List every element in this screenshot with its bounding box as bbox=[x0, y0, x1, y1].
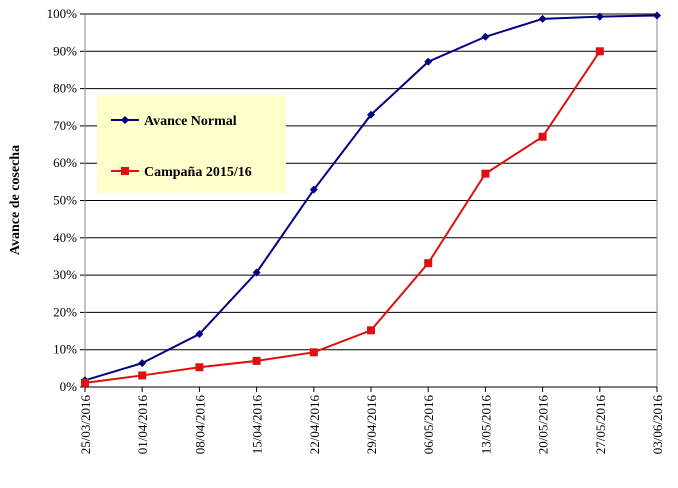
series-line bbox=[84, 50, 601, 384]
series-campana-2015-16 bbox=[81, 47, 604, 387]
y-axis-label: Avance de cosecha bbox=[8, 145, 23, 255]
y-tick-label: 70% bbox=[53, 118, 77, 133]
data-point-diamond bbox=[367, 110, 375, 119]
legend-marker-square bbox=[121, 167, 129, 175]
data-point-square bbox=[481, 169, 490, 178]
y-tick-label: 30% bbox=[53, 267, 77, 282]
data-point-diamond bbox=[481, 32, 490, 41]
x-tick-label: 15/04/2016 bbox=[250, 395, 265, 455]
y-tick-label: 10% bbox=[53, 342, 77, 357]
x-tick-label: 03/06/2016 bbox=[650, 395, 665, 455]
data-point-diamond bbox=[252, 268, 261, 277]
y-tick-label: 90% bbox=[53, 43, 77, 58]
legend: Avance Normal Campaña 2015/16 bbox=[97, 95, 286, 193]
y-tick-label: 40% bbox=[53, 230, 77, 245]
data-point-diamond bbox=[309, 185, 318, 194]
data-point-square bbox=[538, 132, 547, 141]
data-point-diamond bbox=[195, 330, 204, 339]
axes bbox=[80, 13, 658, 392]
x-tick-label: 13/05/2016 bbox=[478, 395, 493, 455]
data-point-diamond bbox=[538, 14, 547, 23]
x-tick-label: 20/05/2016 bbox=[536, 395, 551, 455]
legend-box bbox=[97, 95, 286, 193]
y-tick-label: 100% bbox=[47, 6, 78, 21]
data-point-square bbox=[424, 259, 433, 268]
legend-label-avance-normal: Avance Normal bbox=[144, 114, 237, 129]
data-point-diamond bbox=[138, 359, 147, 368]
x-tick-label: 27/05/2016 bbox=[593, 395, 608, 455]
series-layer bbox=[81, 11, 661, 387]
y-tick-labels: 0% 10% 20% 30% 40% 50% 60% 70% 80% 90% 100% bbox=[47, 6, 78, 394]
legend-label-campana: Campaña 2015/16 bbox=[144, 165, 252, 180]
x-tick-labels: 25/03/2016 01/04/2016 08/04/2016 15/04/2016… bbox=[78, 395, 665, 455]
x-tick-label: 25/03/2016 bbox=[78, 395, 93, 455]
data-point-square bbox=[81, 378, 89, 387]
x-tick-label: 08/04/2016 bbox=[192, 395, 207, 455]
y-tick-label: 20% bbox=[53, 304, 77, 319]
data-point-square bbox=[595, 47, 604, 56]
data-point-diamond bbox=[424, 57, 433, 66]
y-tick-label: 50% bbox=[53, 193, 77, 208]
legend-marker-diamond bbox=[121, 116, 129, 124]
data-point-square bbox=[367, 326, 375, 335]
series-line bbox=[84, 14, 658, 382]
x-tick-label: 22/04/2016 bbox=[307, 395, 322, 455]
y-tick-label: 0% bbox=[60, 379, 78, 394]
data-point-square bbox=[195, 363, 204, 372]
data-point-diamond bbox=[653, 11, 661, 20]
series-avance-normal bbox=[81, 11, 661, 385]
data-point-square bbox=[309, 348, 318, 357]
x-tick-label: 06/05/2016 bbox=[421, 395, 436, 455]
data-point-square bbox=[138, 371, 147, 380]
data-point-square bbox=[252, 356, 261, 365]
x-tick-label: 01/04/2016 bbox=[135, 395, 150, 455]
data-point-diamond bbox=[595, 12, 604, 21]
y-tick-label: 60% bbox=[53, 155, 77, 170]
y-tick-label: 80% bbox=[53, 81, 77, 96]
x-tick-label: 29/04/2016 bbox=[364, 395, 379, 455]
